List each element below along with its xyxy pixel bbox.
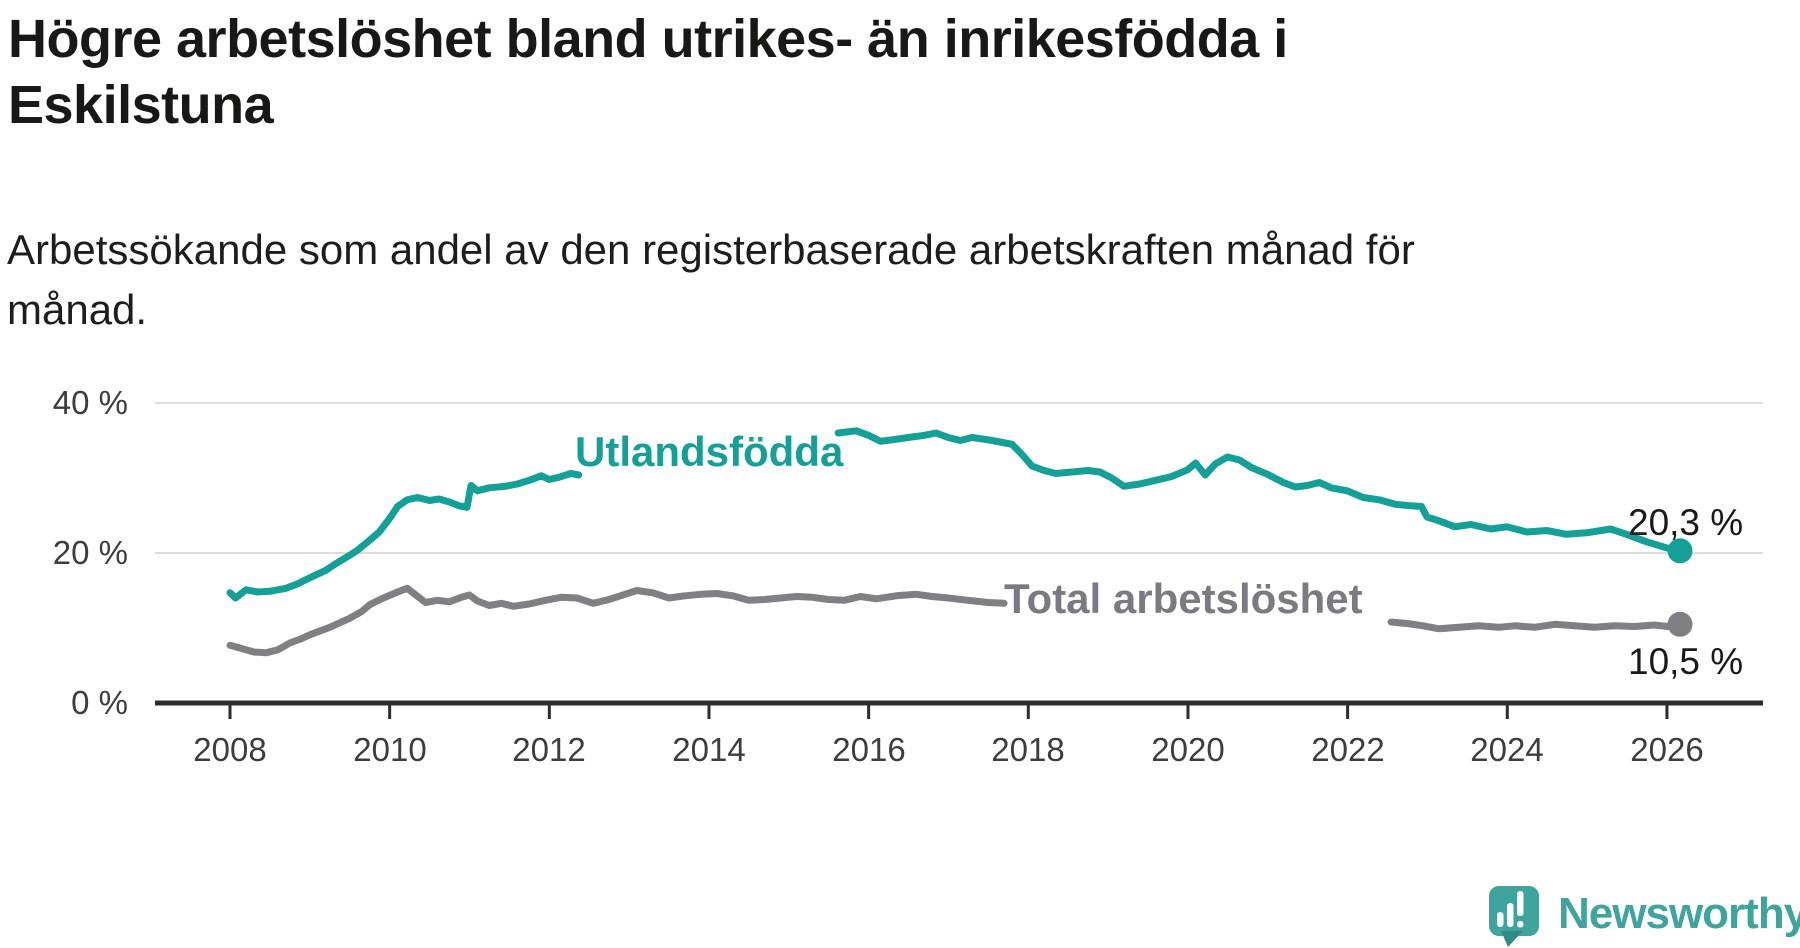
x-tick-label-2012: 2012 — [512, 731, 586, 768]
series-line-total-arbetsl-shet-seg1 — [1387, 618, 1684, 633]
logo-exclamation-dot — [1517, 921, 1524, 928]
logo-bubble-tail — [1501, 931, 1523, 947]
logo-exclamation-bar — [1517, 891, 1524, 916]
x-tick-label-2008: 2008 — [193, 731, 267, 768]
y-tick-label-20: 20 % — [52, 534, 128, 571]
x-tick-label-2022: 2022 — [1311, 731, 1385, 768]
chart-subtitle-line2: månad. — [7, 286, 148, 333]
series-line-total-arbetsl-shet-seg0 — [226, 584, 1008, 657]
y-tick-label-0: 0 % — [71, 684, 128, 721]
chart-subtitle-line1: Arbetssökande som andel av den registerb… — [7, 226, 1415, 273]
x-tick-label-2014: 2014 — [672, 731, 746, 768]
end-value-label-total: 10,5 % — [1628, 641, 1744, 682]
series-lines — [226, 427, 1693, 657]
page-title-line1: Högre arbetslöshet bland utrikes- än inr… — [8, 9, 1288, 69]
x-tick-label-2018: 2018 — [991, 731, 1065, 768]
series-line-utlandsf-dda-seg1 — [834, 427, 1684, 555]
end-dot-total-arbetsl-shet — [1667, 611, 1693, 637]
chart-subtitle: Arbetssökande som andel av den registerb… — [7, 220, 1787, 340]
page-title: Högre arbetslöshet bland utrikes- än inr… — [8, 6, 1788, 138]
end-value-label-utlandsfodda: 20,3 % — [1628, 502, 1744, 543]
x-tick-label-2016: 2016 — [832, 731, 906, 768]
x-tick-label-2010: 2010 — [353, 731, 427, 768]
x-tick-label-2020: 2020 — [1151, 731, 1225, 768]
end-dot-utlandsf-dda — [1667, 538, 1693, 564]
y-tick-label-40: 40 % — [52, 384, 128, 421]
logo-bubble — [1489, 886, 1539, 936]
x-tick-label-2024: 2024 — [1470, 731, 1544, 768]
series-label-utlandsfodda: Utlandsfödda — [575, 428, 844, 475]
x-tick-label-2026: 2026 — [1630, 731, 1704, 768]
logo-bar-tall — [1507, 903, 1514, 927]
page-title-line2: Eskilstuna — [8, 75, 274, 135]
newsworthy-logo: Newsworthy — [1488, 886, 1800, 948]
newsworthy-logo-icon — [1489, 886, 1539, 947]
logo-bar-short — [1497, 912, 1504, 927]
x-axis-ticks — [228, 705, 1669, 719]
newsworthy-logo-text: Newsworthy — [1558, 889, 1800, 938]
series-line-utlandsf-dda-seg0 — [226, 470, 583, 602]
series-label-total-arbetsloshet: Total arbetslöshet — [1004, 575, 1363, 622]
